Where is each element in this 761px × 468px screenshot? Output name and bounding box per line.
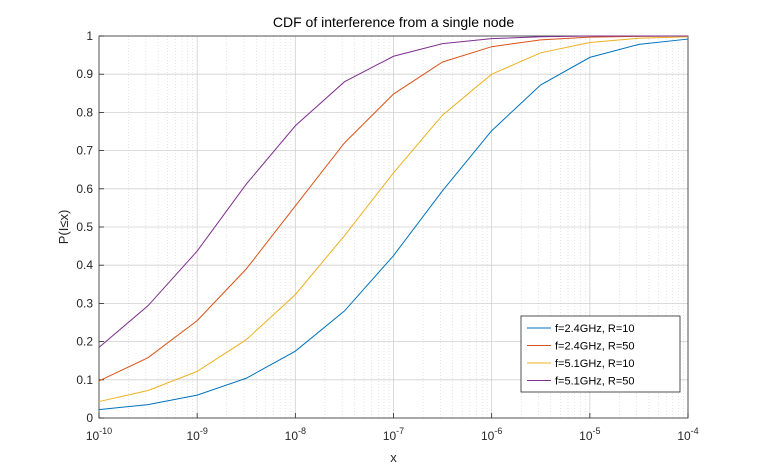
legend-label: f=5.1GHz, R=50 <box>555 376 635 388</box>
x-tick-label: 10-10 <box>86 426 112 443</box>
x-tick-base: 10 <box>285 429 299 443</box>
x-tick-label: 10-4 <box>677 426 698 443</box>
y-tick-label: 0.4 <box>76 258 93 272</box>
y-tick-label: 0.1 <box>76 373 93 387</box>
x-tick-exponent: -6 <box>494 426 502 436</box>
legend-box <box>520 315 681 393</box>
x-tick-base: 10 <box>383 429 397 443</box>
x-tick-exponent: -9 <box>200 426 208 436</box>
x-tick-label: 10-5 <box>579 426 600 443</box>
series-line-1 <box>98 38 689 411</box>
x-tick-label: 10-9 <box>186 426 207 443</box>
x-tick-exponent: -7 <box>396 426 404 436</box>
x-tick-base: 10 <box>481 429 495 443</box>
y-tick-label: 0.3 <box>76 296 93 310</box>
y-tick-label: 0 <box>86 411 93 425</box>
x-tick-exponent: -8 <box>298 426 306 436</box>
series-layer <box>98 35 689 411</box>
series-line-4 <box>98 35 688 348</box>
y-tick-label: 0.8 <box>76 105 93 119</box>
x-tick-exponent: -4 <box>691 426 699 436</box>
y-axis-label: P(I≤x) <box>56 210 71 245</box>
x-tick-base: 10 <box>86 429 100 443</box>
x-tick-label: 10-8 <box>285 426 306 443</box>
x-tick-label: 10-7 <box>383 426 404 443</box>
y-tick-label: 0.7 <box>76 144 93 158</box>
series-line-3 <box>98 36 689 403</box>
y-tick-label: 0.9 <box>76 67 93 81</box>
legend: f=2.4GHz, R=10 f=2.4GHz, R=50 f=5.1GHz, R=… <box>520 315 681 393</box>
x-tick-base: 10 <box>186 429 200 443</box>
y-tick-label: 0.5 <box>76 220 93 234</box>
x-axis-label: x <box>390 450 397 465</box>
y-tick-label: 0.6 <box>76 182 93 196</box>
x-tick-exponent: -10 <box>99 426 112 436</box>
x-tick-label: 10-6 <box>481 426 502 443</box>
chart-title: CDF of interference from a single node <box>273 14 514 30</box>
series-line-2 <box>98 35 689 382</box>
legend-label: f=5.1GHz, R=10 <box>555 358 635 370</box>
legend-label: f=2.4GHz, R=10 <box>555 323 635 335</box>
x-tick-exponent: -5 <box>593 426 601 436</box>
y-tick-label: 1 <box>86 29 93 43</box>
x-tick-base: 10 <box>579 429 593 443</box>
legend-label: f=2.4GHz, R=50 <box>555 341 635 353</box>
x-tick-base: 10 <box>677 429 691 443</box>
y-tick-label: 0.2 <box>76 335 93 349</box>
tick-layer: 10-10 10-9 10-8 10-7 10-6 10-5 10-400.10.20.30… <box>76 29 698 443</box>
